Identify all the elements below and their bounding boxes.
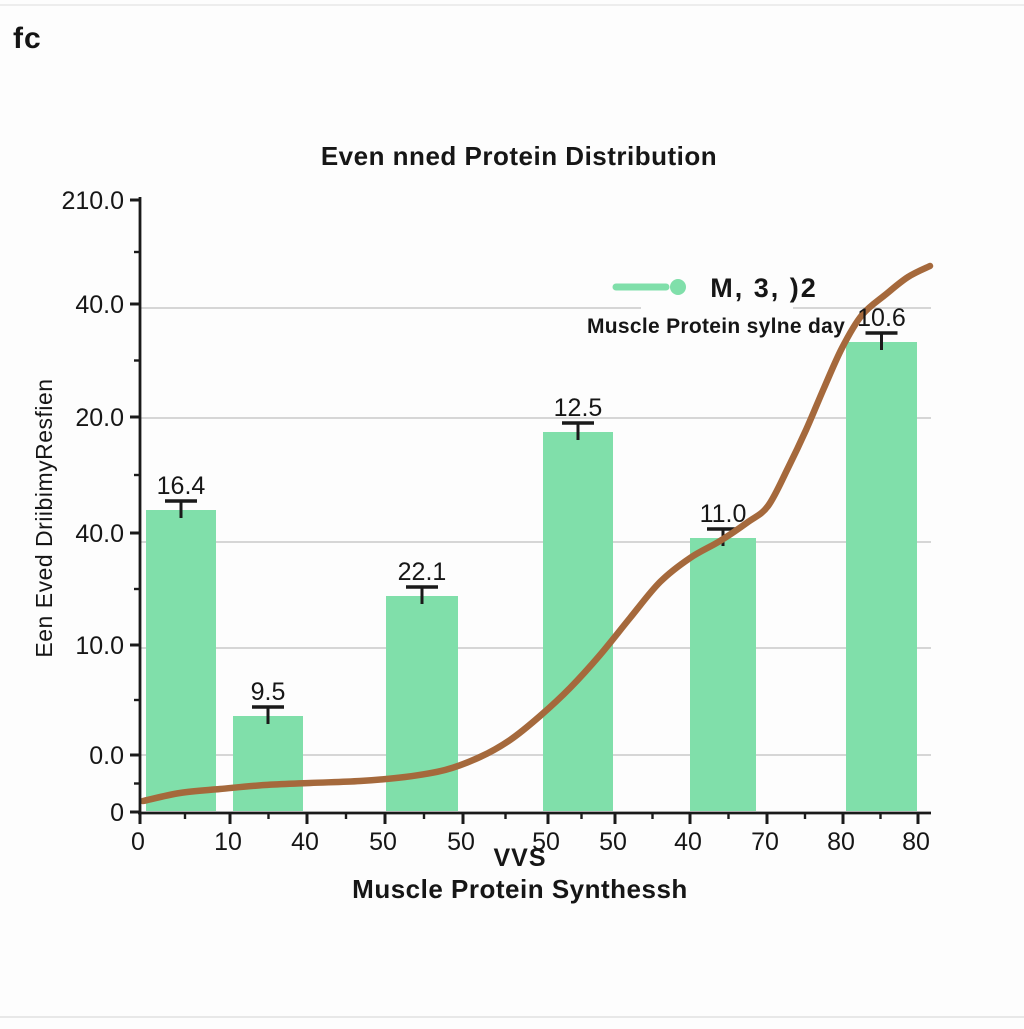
x-tick-label: 50 [532, 828, 560, 856]
bar [233, 716, 303, 811]
axes-group [138, 197, 931, 815]
y-tick-label: 40.0 [75, 520, 124, 548]
y-tick-label: 20.0 [75, 404, 124, 432]
bar-value-label: 16.4 [157, 472, 206, 500]
x-tick-label: 80 [902, 828, 930, 856]
x-tick-label: 50 [369, 828, 397, 856]
legend-line-marker-dot [670, 279, 686, 295]
bar [690, 538, 756, 811]
bottom-edge-line [0, 1016, 1024, 1018]
figure-corner-label: fc [13, 22, 42, 55]
y-tick-label: 10.0 [75, 632, 124, 660]
bar-value-label: 10.6 [857, 304, 906, 332]
bars-group [146, 342, 917, 811]
x-tick-label: 40 [674, 828, 702, 856]
y-tick-label: 210.0 [61, 187, 124, 215]
x-axis-title: VVS [493, 844, 546, 872]
bar [846, 342, 917, 811]
bar [146, 510, 216, 811]
bar-value-label: 11.0 [700, 500, 747, 528]
x-tick-label: 0 [131, 828, 145, 856]
bar-value-label: 9.5 [251, 678, 286, 706]
x-tick-label: 50 [599, 828, 627, 856]
x-tick-label: 10 [214, 828, 242, 856]
trend-curve-group [139, 262, 934, 805]
bar [543, 432, 613, 811]
x-tick-label: 50 [447, 828, 475, 856]
legend-series-label: M, 3, )2 [710, 273, 818, 303]
y-tick-label: 0 [110, 799, 124, 827]
top-edge-line [0, 4, 1024, 6]
legend-background-patch [641, 299, 793, 317]
tick-labels-group: 16.4 9.5 22.1 12.5 11.0 10.6 210.0 40.0 20.0 40.0… [61, 187, 929, 856]
legend-series-sublabel: Muscle Protein sylne day [587, 315, 845, 338]
x-tick-label: 40 [291, 828, 319, 856]
bar-value-label: 12.5 [554, 394, 603, 422]
y-tick-label: 40.0 [75, 291, 124, 319]
y-tick-label: 0.0 [89, 742, 124, 770]
trend-curve [139, 262, 934, 805]
chart-title: Even nned Protein Distribution [321, 141, 717, 171]
x-tick-label: 70 [751, 828, 779, 856]
error-bars-group [165, 331, 898, 724]
y-axis-title: Een Eved DriibimyResfien [31, 378, 57, 657]
x-axis-subtitle: Muscle Protein Synthessh [352, 874, 688, 904]
x-tick-label: 80 [827, 828, 855, 856]
ticks-group [130, 198, 920, 824]
bar-value-label: 22.1 [398, 558, 447, 586]
